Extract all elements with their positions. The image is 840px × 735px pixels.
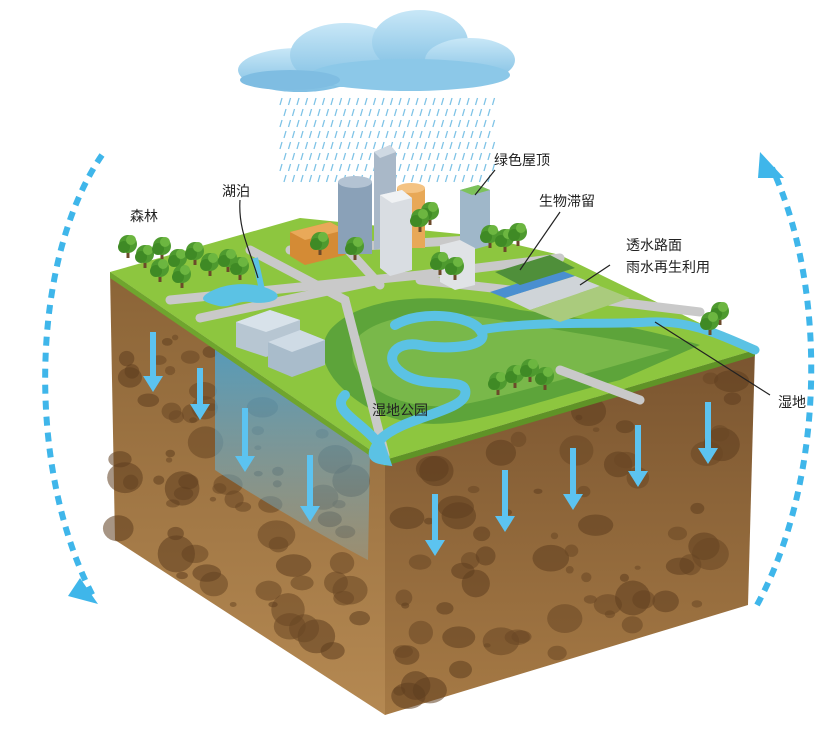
dashed-cycle-arrow-icon <box>42 153 105 604</box>
bioretention-area <box>495 255 575 285</box>
soil-left-face <box>110 272 385 715</box>
label-bioretention: 生物滞留 <box>539 194 595 210</box>
label-wetland: 湿地 <box>778 395 806 411</box>
label-lake: 湖泊 <box>222 184 250 200</box>
label-permeable-pavement: 透水路面 <box>626 238 682 254</box>
infiltration-arrows <box>143 332 718 556</box>
tree-icon <box>118 202 729 395</box>
label-forest: 森林 <box>130 209 158 225</box>
dashed-cycle-arrow-icon <box>754 152 815 607</box>
label-wetland-park: 湿地公园 <box>372 403 428 419</box>
leader-lines <box>239 169 771 396</box>
label-green-roof: 绿色屋顶 <box>494 153 550 169</box>
cloud-icon <box>238 10 515 92</box>
lake-cross-section <box>215 345 370 560</box>
soil-front-face <box>385 350 755 715</box>
label-rainwater-reuse: 雨水再生利用 <box>626 260 710 276</box>
building-icon <box>236 145 490 377</box>
